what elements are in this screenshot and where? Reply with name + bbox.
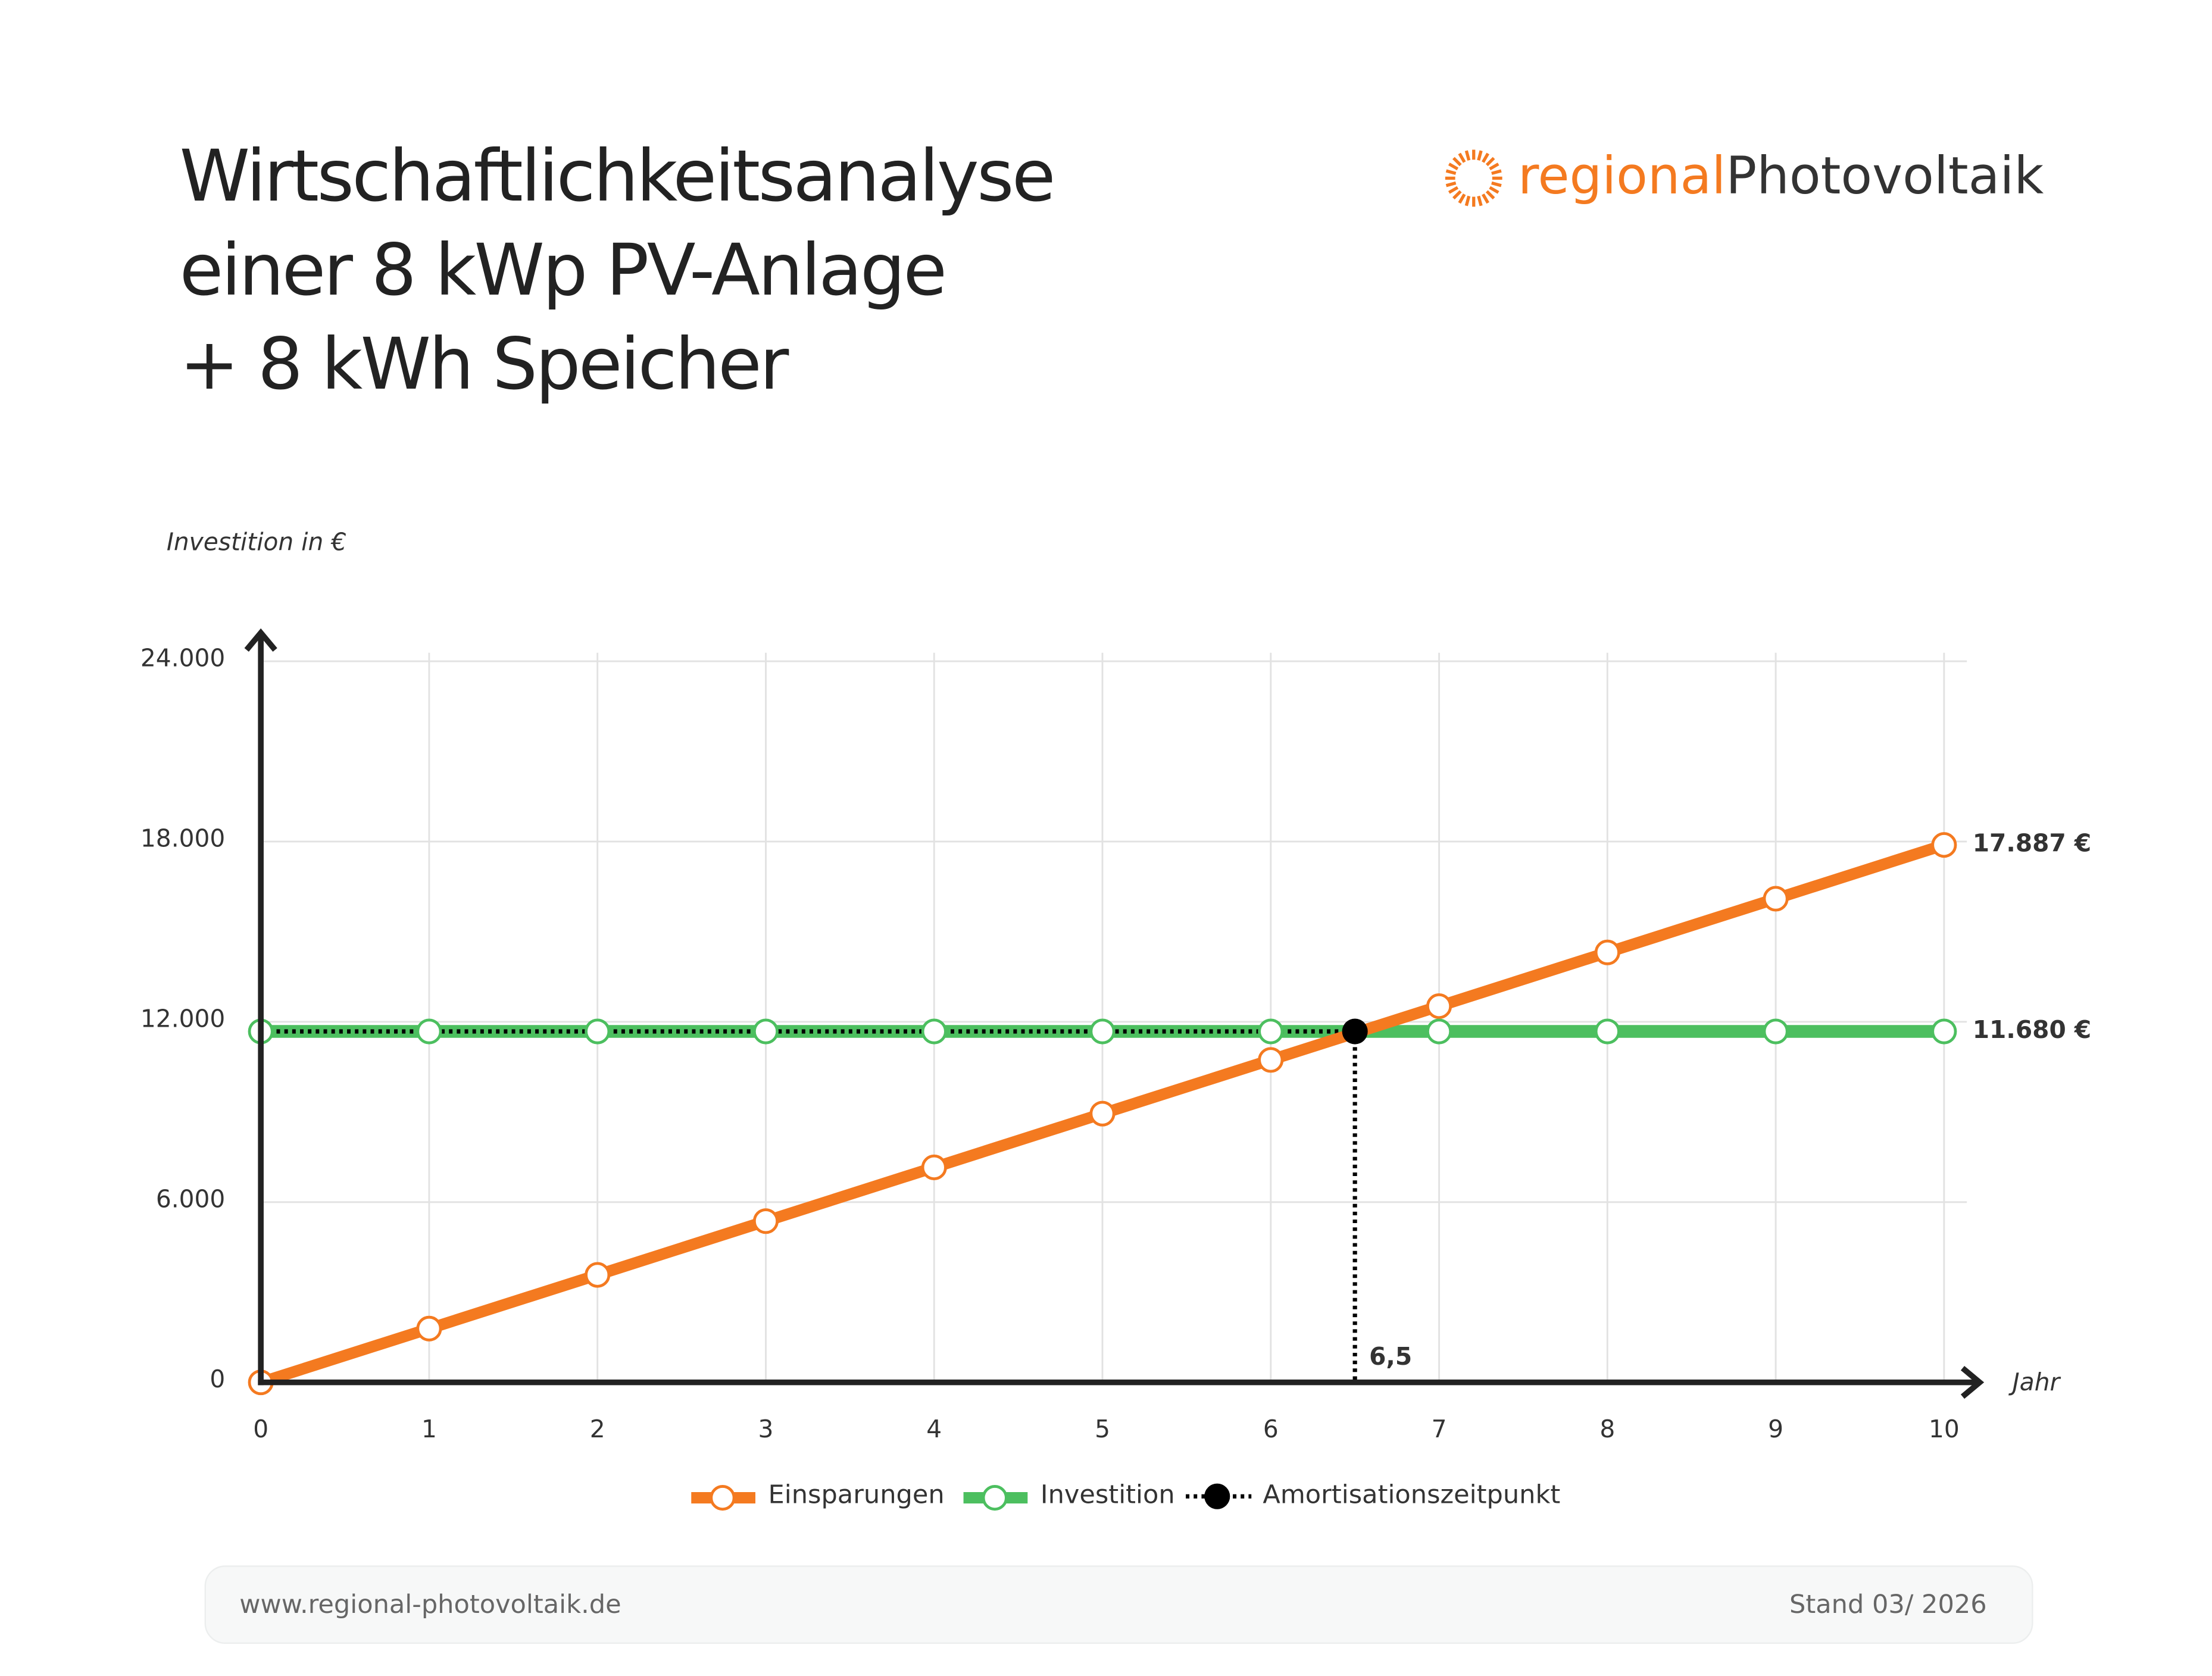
sun-ray	[1458, 152, 1466, 163]
data-point	[416, 1018, 442, 1045]
x-tick-label: 3	[758, 1415, 774, 1443]
data-point	[585, 1262, 611, 1288]
sun-ray	[1482, 152, 1489, 163]
sun-ray	[1491, 169, 1502, 175]
sun-ray	[1445, 181, 1457, 187]
footer-date: Stand 03/ 2026	[1789, 1590, 1987, 1619]
data-point	[1426, 993, 1452, 1020]
y-axis-arrow	[244, 628, 277, 652]
sun-ray	[1458, 193, 1466, 204]
x-tick-label: 0	[253, 1415, 268, 1443]
logo-part: Photovoltaik	[1726, 146, 2044, 206]
sun-ray	[1452, 190, 1462, 200]
data-point	[585, 1018, 611, 1045]
y-tick-label: 12.000	[140, 1004, 225, 1033]
x-tick-label: 9	[1768, 1415, 1783, 1443]
y-label-box: Investition in €	[166, 529, 347, 558]
data-point	[1594, 939, 1620, 965]
legend-label: Amortisationszeitpunkt	[1263, 1480, 1560, 1510]
data-point	[752, 1208, 779, 1234]
data-point	[921, 1018, 947, 1045]
y-tick-label: 0	[210, 1365, 225, 1393]
sun-ray	[1452, 157, 1462, 167]
amortization-label: 6,5	[1369, 1342, 1412, 1371]
data-point	[1258, 1047, 1284, 1073]
x-tick-label: 8	[1599, 1415, 1615, 1443]
sun-ray	[1489, 186, 1499, 194]
amortization-point	[1342, 1018, 1368, 1045]
logo: regionalPhotovoltaik	[1518, 146, 2044, 206]
x-tick-label: 10	[1929, 1415, 1960, 1443]
sun-ray	[1448, 162, 1459, 171]
legend-swatch	[710, 1485, 736, 1511]
sun-ray	[1491, 181, 1502, 187]
footer-box	[204, 1565, 2033, 1644]
x-tick-label: 2	[590, 1415, 605, 1443]
sun-ray	[1489, 162, 1499, 171]
x-tick-label: 4	[926, 1415, 942, 1443]
x-axis-arrow	[1960, 1366, 1985, 1399]
sun-ray	[1477, 150, 1483, 161]
data-point	[921, 1154, 947, 1180]
y-axis-label: Investition in €	[166, 529, 347, 558]
x-tick-label: 1	[421, 1415, 437, 1443]
title-line: + 8 kWh Speicher	[180, 323, 789, 406]
x-tick-label: 5	[1095, 1415, 1110, 1443]
x-axis-label: Jahr	[2008, 1368, 2061, 1396]
value-label: 17.887 €	[1973, 829, 2091, 858]
sun-ray	[1448, 186, 1459, 194]
value-label: 11.680 €	[1973, 1015, 2091, 1044]
logo-part: regional	[1518, 146, 1726, 206]
title-line: Wirtschaftlichkeitsanalyse	[180, 135, 1054, 218]
y-tick-label: 6.000	[156, 1184, 225, 1213]
data-point	[752, 1018, 779, 1045]
data-point	[1931, 832, 1957, 858]
sun-ray	[1482, 193, 1489, 204]
legend-label: Einsparungen	[768, 1480, 945, 1510]
data-point	[1258, 1018, 1284, 1045]
data-point	[1426, 1018, 1452, 1045]
data-point	[1763, 886, 1789, 912]
sun-ray	[1445, 169, 1457, 175]
data-point	[416, 1315, 442, 1342]
legend-label: Investition	[1041, 1480, 1175, 1510]
x-tick-label: 6	[1263, 1415, 1279, 1443]
data-point	[1763, 1018, 1789, 1045]
sun-ray	[1464, 195, 1471, 207]
sun-ray	[1464, 150, 1471, 161]
legend-swatch	[982, 1485, 1008, 1511]
sun-ray	[1485, 157, 1495, 167]
y-tick-label: 18.000	[140, 824, 225, 853]
y-tick-label: 24.000	[140, 644, 225, 673]
data-point	[1594, 1018, 1620, 1045]
logo-icon	[1445, 149, 1502, 207]
data-point	[1089, 1100, 1116, 1127]
sun-ray	[1477, 195, 1483, 207]
data-point	[1089, 1018, 1116, 1045]
legend-swatch	[1204, 1483, 1230, 1509]
data-point	[1931, 1018, 1957, 1045]
title-line: einer 8 kWp PV-Anlage	[180, 229, 945, 312]
x-tick-label: 7	[1432, 1415, 1447, 1443]
sun-ray	[1485, 190, 1495, 200]
footer-url: www.regional-photovoltaik.de	[239, 1590, 621, 1619]
